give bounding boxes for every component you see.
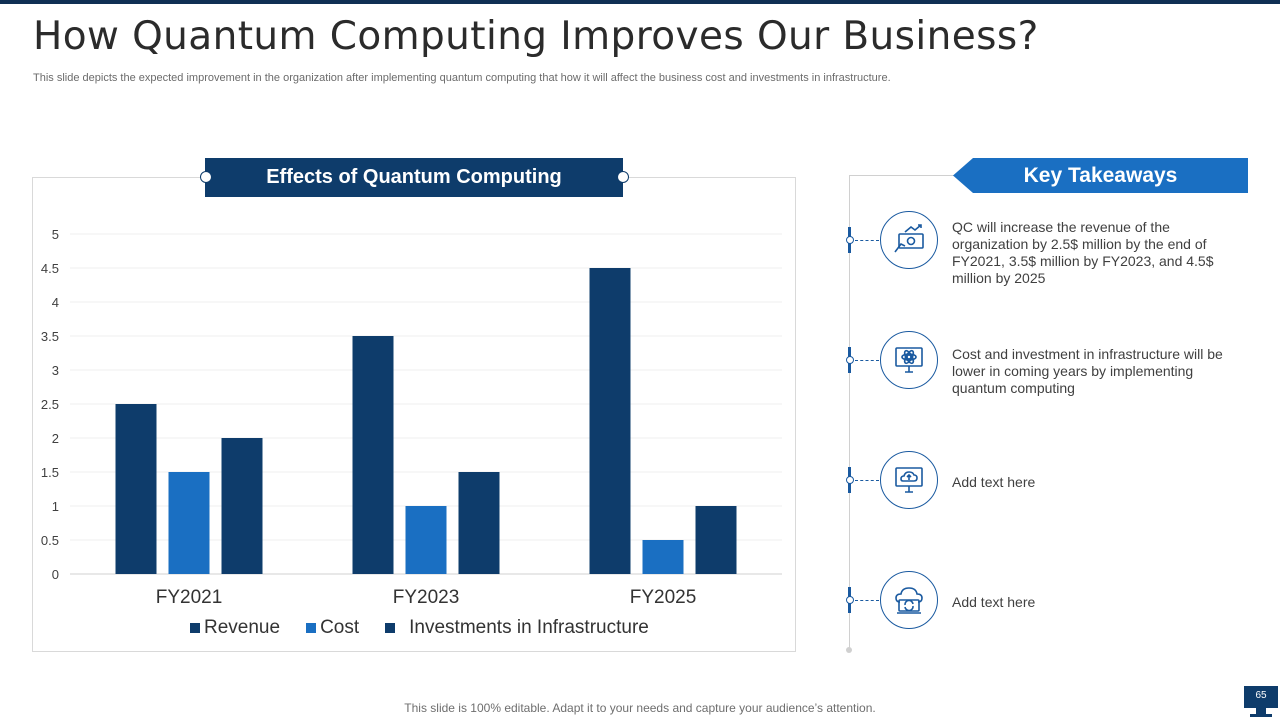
timeline-node <box>846 236 854 244</box>
chart-title-left-dot <box>200 171 212 183</box>
timeline-end-dot <box>846 647 852 653</box>
page-subtitle: This slide depicts the expected improvem… <box>33 72 891 84</box>
y-tick-label: 0.5 <box>41 533 59 548</box>
connector-line <box>855 600 879 601</box>
takeaway-text: Add text here <box>952 594 1036 610</box>
y-tick-label: 3.5 <box>41 329 59 344</box>
takeaway-top-line <box>849 175 959 176</box>
y-tick-label: 4 <box>52 295 59 310</box>
bar <box>405 506 447 574</box>
bar <box>221 438 263 574</box>
legend-swatch-revenue <box>190 623 200 633</box>
x-tick-label: FY2021 <box>156 587 223 608</box>
page-badge-stand <box>1256 708 1266 714</box>
y-tick-label: 1 <box>52 499 59 514</box>
connector-line <box>855 240 879 241</box>
bar <box>642 540 684 574</box>
takeaway-text: Add text here <box>952 474 1036 490</box>
timeline-node <box>846 596 854 604</box>
legend-swatch-cost <box>306 623 317 633</box>
timeline-node <box>846 356 854 364</box>
takeaway-text: QC will increase the revenue of the orga… <box>952 219 1214 286</box>
page-number: 65 <box>1244 686 1278 708</box>
bar <box>352 336 394 574</box>
key-takeaways-banner: Key Takeaways <box>953 158 1248 193</box>
chart-title: Effects of Quantum Computing <box>205 158 623 197</box>
money-growth-icon <box>880 211 938 269</box>
connector-line <box>855 360 879 361</box>
y-tick-label: 2.5 <box>41 397 59 412</box>
footer-note: This slide is 100% editable. Adapt it to… <box>404 701 876 715</box>
bar <box>589 268 631 574</box>
takeaway-timeline <box>849 176 850 650</box>
takeaway-text: Cost and investment in infrastructure wi… <box>952 346 1223 396</box>
legend-item-investments: Investments in Infrastructure <box>385 617 649 639</box>
y-tick-label: 5 <box>52 227 59 242</box>
bar <box>458 472 500 574</box>
cloud-sync-icon <box>880 571 938 629</box>
chart-title-right-dot <box>617 171 629 183</box>
bar <box>695 506 737 574</box>
x-tick-label: FY2023 <box>393 587 460 608</box>
timeline-node <box>846 476 854 484</box>
bar <box>115 404 157 574</box>
page-title: How Quantum Computing Improves Our Busin… <box>33 14 1039 59</box>
monitor-atom-icon <box>880 331 938 389</box>
y-tick-label: 0 <box>52 567 59 582</box>
y-tick-label: 1.5 <box>41 465 59 480</box>
legend-swatch-investments <box>385 623 396 633</box>
y-tick-label: 3 <box>52 363 59 378</box>
legend-label: Investments in Infrastructure <box>409 617 649 638</box>
page-badge-base <box>1250 714 1272 717</box>
legend-item-cost: Cost <box>306 617 359 639</box>
chart-legend: Revenue Cost Investments in Infrastructu… <box>190 617 675 639</box>
top-rule <box>0 0 1280 4</box>
monitor-cloud-icon <box>880 451 938 509</box>
legend-label: Cost <box>320 617 360 638</box>
legend-item-revenue: Revenue <box>190 617 280 639</box>
y-tick-label: 4.5 <box>41 261 59 276</box>
bar <box>168 472 210 574</box>
connector-line <box>855 480 879 481</box>
x-tick-label: FY2025 <box>630 587 697 608</box>
y-tick-label: 2 <box>52 431 59 446</box>
legend-label: Revenue <box>204 617 281 638</box>
